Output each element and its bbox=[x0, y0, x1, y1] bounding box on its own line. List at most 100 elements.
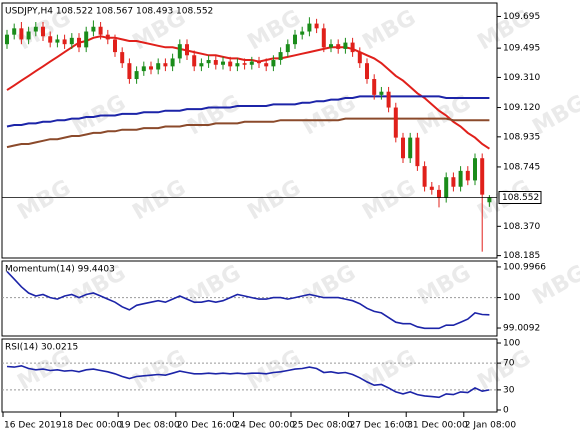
x-tick-label: 2 Jan 08:00 bbox=[465, 421, 517, 431]
candle-body bbox=[41, 26, 45, 37]
panel-frame bbox=[1, 338, 498, 413]
candle-body bbox=[69, 37, 74, 45]
candle-body bbox=[228, 61, 233, 67]
candle-body bbox=[98, 26, 103, 35]
panel-frame bbox=[1, 260, 498, 337]
panel-title: Momentum(14) 99.4403 bbox=[5, 265, 115, 275]
x-tick-label: 31 Dec 00:00 bbox=[407, 421, 468, 431]
candle-body bbox=[264, 63, 269, 67]
candle-body bbox=[451, 177, 456, 187]
candle-body bbox=[249, 61, 254, 65]
candle-body bbox=[415, 137, 420, 167]
candle-body bbox=[91, 26, 96, 32]
candle-body bbox=[307, 23, 312, 32]
candle-body bbox=[105, 34, 110, 40]
candle-body bbox=[185, 44, 189, 56]
candle-body bbox=[386, 91, 391, 108]
candle-body bbox=[408, 137, 413, 159]
y-tick-label: 108.935 bbox=[503, 132, 540, 142]
candle-body bbox=[206, 60, 211, 64]
candle-body bbox=[293, 34, 297, 45]
candle-body bbox=[379, 91, 384, 95]
y-tick-label: 109.120 bbox=[503, 103, 540, 113]
y-tick-label: 100.9966 bbox=[503, 262, 546, 272]
candle-body bbox=[458, 170, 463, 187]
candle-body bbox=[55, 39, 60, 43]
y-tick-label: 100 bbox=[503, 339, 520, 349]
candle-body bbox=[5, 34, 9, 45]
candle-body bbox=[480, 158, 485, 195]
panel-title: RSI(14) 30.0215 bbox=[5, 343, 78, 353]
y-tick-label: 108.185 bbox=[503, 251, 540, 261]
candle-body bbox=[321, 28, 326, 48]
y-tick-label: 108.745 bbox=[503, 162, 540, 172]
candle-body bbox=[177, 44, 182, 59]
candle-body bbox=[487, 197, 492, 203]
candle-body bbox=[199, 63, 204, 67]
y-tick-label: 109.310 bbox=[503, 73, 540, 83]
x-tick-label: 27 Dec 16:00 bbox=[350, 421, 411, 431]
y-tick-label: 0 bbox=[503, 405, 509, 415]
candle-body bbox=[33, 26, 38, 32]
candle-body bbox=[48, 36, 53, 43]
candle-body bbox=[393, 107, 398, 138]
x-tick-label: 16 Dec 2019 bbox=[4, 421, 62, 431]
candle-body bbox=[401, 137, 405, 159]
y-tick-label: 108.370 bbox=[503, 222, 540, 232]
candle-body bbox=[437, 189, 441, 198]
candle-body bbox=[336, 44, 341, 49]
y-tick-label: 109.495 bbox=[503, 44, 540, 54]
candle-body bbox=[84, 31, 89, 48]
candle-body bbox=[170, 58, 175, 67]
candle-body bbox=[278, 52, 283, 61]
y-tick-label: 100 bbox=[503, 293, 520, 303]
panel-frame bbox=[1, 2, 498, 259]
y-tick-label: 109.695 bbox=[503, 12, 540, 22]
candle-body bbox=[422, 166, 427, 187]
current-price-label: 108.552 bbox=[502, 193, 539, 203]
candle-body bbox=[473, 158, 477, 181]
y-tick-label: 99.0092 bbox=[503, 324, 540, 334]
x-tick-label: 18 Dec 00:00 bbox=[62, 421, 123, 431]
x-tick-label: 20 Dec 16:00 bbox=[177, 421, 238, 431]
candle-body bbox=[314, 23, 319, 29]
x-tick-label: 25 Dec 08:00 bbox=[292, 421, 353, 431]
candle-body bbox=[221, 61, 225, 65]
y-tick-label: 30 bbox=[503, 385, 515, 395]
candle-body bbox=[372, 79, 377, 95]
candle-body bbox=[300, 31, 305, 35]
candle-body bbox=[12, 28, 17, 35]
candle-body bbox=[134, 71, 139, 80]
current-price-box bbox=[498, 190, 542, 204]
candle-body bbox=[213, 60, 218, 65]
candle-body bbox=[329, 44, 333, 48]
candle-body bbox=[365, 63, 369, 80]
x-tick-label: 24 Dec 00:00 bbox=[234, 421, 295, 431]
candle-body bbox=[192, 55, 197, 67]
candle-body bbox=[271, 60, 276, 67]
candle-body bbox=[62, 39, 67, 45]
candle-body bbox=[465, 170, 470, 181]
candle-body bbox=[444, 177, 449, 198]
panel-title: USDJPY,H4 108.522 108.567 108.493 108.55… bbox=[5, 7, 213, 17]
candle-body bbox=[77, 37, 81, 48]
candle-body bbox=[141, 66, 146, 72]
indicator-line bbox=[6, 270, 490, 330]
candle-body bbox=[26, 31, 31, 40]
candle-body bbox=[149, 66, 153, 70]
candle-body bbox=[127, 63, 132, 80]
candle-body bbox=[357, 52, 362, 64]
candle-body bbox=[113, 39, 117, 53]
y-tick-label: 70 bbox=[503, 359, 515, 369]
candle-body bbox=[285, 44, 290, 53]
moving-average bbox=[6, 117, 490, 149]
candle-body bbox=[257, 61, 261, 64]
candle-body bbox=[350, 42, 355, 53]
candle-body bbox=[242, 63, 247, 65]
indicator-line bbox=[6, 364, 490, 399]
candle-body bbox=[163, 63, 168, 67]
x-tick-label: 19 Dec 08:00 bbox=[119, 421, 180, 431]
